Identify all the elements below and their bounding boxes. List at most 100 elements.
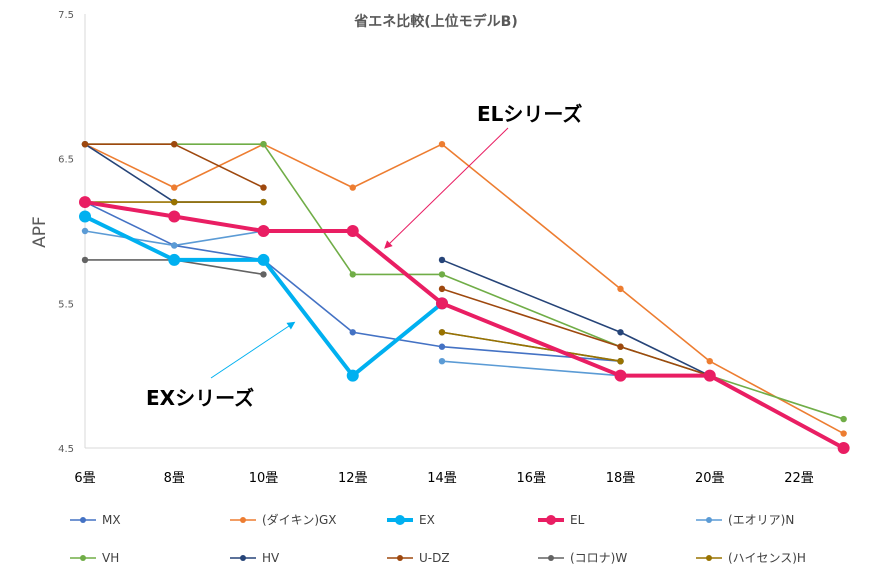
data-point: [706, 358, 713, 365]
data-point: [438, 141, 446, 148]
legend-item: EL: [538, 513, 585, 527]
y-tick-label: 4.5: [58, 444, 74, 455]
data-point: [436, 297, 448, 310]
legend-swatch-marker: [80, 517, 86, 523]
legend-item: (ハイセンス)H: [696, 551, 806, 565]
data-point: [168, 210, 181, 223]
series-4: [81, 227, 624, 379]
data-point: [171, 184, 178, 191]
series-line: [84, 201, 621, 362]
series-line: [441, 331, 621, 362]
data-point: [837, 442, 850, 454]
series-line: [85, 143, 264, 189]
x-tick-labels: 6畳 8畳 10畳 12畳 14畳 16畳 18畳 20畳 22畳: [74, 471, 813, 486]
legend-label: U-DZ: [419, 551, 450, 565]
legend-item: VH: [70, 551, 119, 565]
legend-item: EX: [387, 513, 435, 527]
legend-item: (エオリア)N: [696, 513, 794, 527]
data-point: [260, 271, 267, 278]
x-tick-label: 18畳: [606, 471, 636, 486]
series-9: [81, 198, 624, 365]
data-point: [168, 253, 181, 266]
legend-label: EL: [570, 513, 585, 527]
legend-swatch-marker: [706, 517, 712, 523]
data-point: [260, 141, 267, 148]
series-0: [81, 198, 624, 365]
legend-label: VH: [102, 551, 119, 565]
legend-item: HV: [230, 551, 280, 565]
x-tick-label: 10畳: [249, 471, 279, 486]
series-line: [84, 214, 444, 378]
x-tick-label: 22畳: [784, 471, 814, 486]
legend-label: (ハイセンス)H: [728, 551, 806, 565]
data-point: [79, 196, 91, 209]
data-point: [81, 227, 89, 235]
ex-annotation-label: EXシリーズ: [146, 386, 254, 410]
data-point: [81, 256, 89, 264]
chart-title: 省エネ比較(上位モデルB): [353, 13, 517, 30]
series-5: [81, 141, 847, 423]
data-point: [349, 271, 356, 278]
legend-swatch-marker: [706, 555, 712, 561]
data-point: [79, 210, 91, 223]
series-3: [79, 196, 850, 454]
legend-swatch-marker: [548, 555, 554, 561]
legend: MX (ダイキン)GX EX EL (エオリア)N VH HV U-DZ (コロナ)W (ハイセン…: [70, 512, 806, 565]
legend-swatch-marker: [80, 555, 86, 561]
legend-swatch-marker: [397, 555, 403, 561]
legend-swatch-marker: [395, 515, 405, 525]
legend-label: (ダイキン)GX: [262, 512, 337, 527]
data-point: [171, 242, 178, 249]
legend-label: EX: [419, 513, 435, 527]
x-tick-label: 6畳: [74, 471, 95, 486]
data-point: [171, 198, 178, 206]
x-tick-label: 16畳: [516, 471, 546, 486]
data-point: [349, 184, 356, 191]
data-point: [703, 369, 716, 382]
data-point: [840, 415, 847, 423]
legend-label: (コロナ)W: [570, 551, 627, 565]
legend-item: U-DZ: [387, 551, 450, 565]
x-tick-label: 8畳: [164, 471, 185, 486]
data-point: [438, 358, 446, 365]
data-point: [840, 430, 847, 437]
data-point: [257, 253, 270, 266]
data-point: [346, 225, 359, 237]
data-point: [260, 184, 267, 191]
el-annotation-arrow: [384, 127, 509, 249]
series-line: [85, 143, 844, 420]
data-point: [171, 141, 178, 148]
legend-item: (ダイキン)GX: [230, 512, 337, 527]
data-point: [349, 329, 356, 336]
data-point: [438, 285, 446, 293]
ex-annotation-arrow: [210, 321, 296, 379]
legend-label: HV: [262, 551, 280, 565]
el-annotation-label: ELシリーズ: [477, 102, 582, 126]
data-point: [438, 271, 446, 278]
legend-label: (エオリア)N: [728, 513, 794, 527]
data-point: [614, 369, 627, 382]
legend-item: MX: [70, 513, 121, 527]
series-line: [84, 200, 845, 450]
legend-label: MX: [102, 513, 121, 527]
y-tick-labels: 4.5 5.5 6.5 7.5: [58, 10, 74, 455]
series-line: [441, 288, 710, 377]
data-point: [617, 343, 624, 350]
data-point: [81, 141, 89, 148]
data-point: [438, 256, 446, 264]
y-tick-label: 5.5: [58, 299, 74, 310]
y-tick-label: 6.5: [58, 155, 74, 166]
legend-swatch-marker: [240, 517, 246, 523]
series-line: [441, 360, 621, 377]
data-point: [257, 225, 270, 237]
data-point: [617, 285, 624, 293]
y-tick-label: 7.5: [58, 10, 74, 21]
data-point: [438, 329, 446, 336]
data-point: [617, 358, 624, 365]
series-line: [84, 143, 264, 203]
y-axis-title: APF: [30, 216, 50, 248]
series-layer: [79, 141, 850, 454]
legend-item: (コロナ)W: [538, 551, 627, 565]
series-line: [84, 143, 845, 435]
